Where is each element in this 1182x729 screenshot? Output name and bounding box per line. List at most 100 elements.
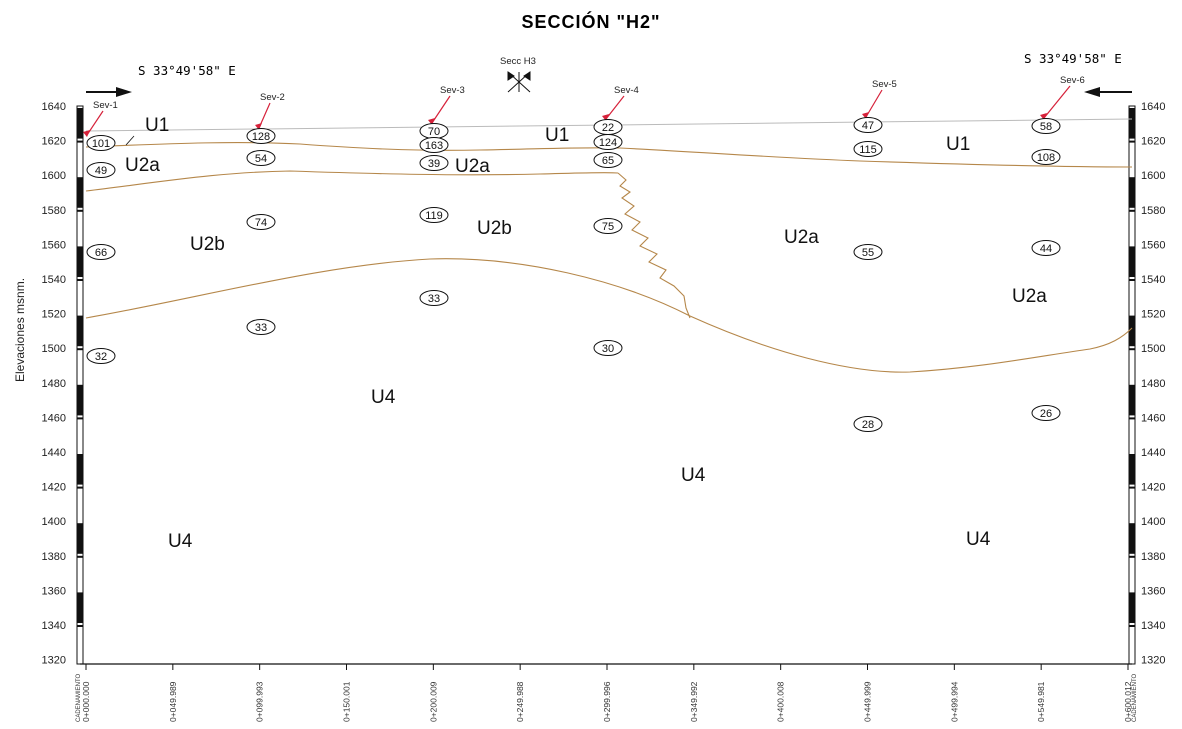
resistivity-ellipse (246, 150, 276, 166)
scale-bar-segment (77, 177, 83, 208)
scale-bar-segment (77, 108, 83, 139)
sounding-name: Sev-5 (872, 79, 897, 90)
resistivity-ellipse (86, 244, 116, 260)
cross-section-label: Secc H3 (500, 56, 536, 67)
resistivity-value: 30 (602, 343, 614, 355)
boundary-u1-u2a (85, 142, 1133, 168)
station-axis: 0+000.000 0+049.989 0+099.993 0+150.001 0+20… (76, 664, 1138, 722)
resistivity-ellipse (419, 137, 449, 153)
y-tick-label: 1580 (42, 205, 66, 217)
scale-bar-segment (1129, 625, 1135, 627)
resistivity-value: 66 (95, 247, 107, 259)
resistivity-value: 115 (859, 144, 877, 156)
sounding-arrow (431, 95, 451, 124)
scale-bar-segment (1129, 384, 1135, 416)
resistivity-value: 33 (255, 322, 267, 334)
sounding-arrowhead (862, 112, 869, 119)
y-tick-label: 1640 (1141, 101, 1165, 113)
resistivity-ellipse (853, 141, 883, 157)
unit-labels: U1 U1 U1 U2a U2a U2a U2a U2b U2b U4 U4 U… (125, 115, 1047, 552)
sounding-arrowhead (602, 114, 609, 121)
bearing-right: S 33°49'58" E (1024, 51, 1122, 66)
station-label: 0+449.999 (863, 681, 873, 722)
resistivity-value: 39 (428, 158, 440, 170)
scale-bar-segment (77, 454, 83, 485)
resistivity-ellipse (86, 162, 116, 178)
y-tick-label: 1360 (42, 585, 66, 597)
scale-bar-segment (77, 348, 83, 351)
unit-label: U4 (966, 529, 991, 550)
scale-bar-segment (77, 315, 83, 347)
station-label: 0+000.000 (81, 681, 91, 722)
y-tick-label: 1620 (1141, 136, 1165, 148)
boundary-u2-u4 (85, 258, 1133, 373)
scale-bar-segment (1129, 454, 1135, 485)
station-label: 0+400.008 (776, 681, 786, 722)
resistivity-value: 55 (862, 247, 874, 259)
y-tick-label: 1460 (1141, 412, 1165, 424)
direction-arrow-right (1084, 87, 1132, 97)
y-tick-label: 1400 (1141, 516, 1165, 528)
unit-label: U1 (545, 125, 569, 146)
resistivity-value: 119 (425, 210, 443, 222)
sounding-arrowhead (428, 118, 435, 125)
station-label: 0+049.989 (168, 681, 178, 722)
cross-section-marker-icon (507, 71, 531, 93)
sounding-name: Sev-3 (440, 85, 465, 96)
y-tick-label: 1380 (1141, 551, 1165, 563)
boundary-u2a-u2b (85, 170, 619, 192)
y-tick-label: 1360 (1141, 585, 1165, 597)
geologic-boundaries (85, 142, 1133, 373)
station-label: 0+150.001 (342, 681, 352, 722)
resistivity-ellipse (246, 214, 276, 230)
unit-label: U2a (125, 155, 160, 176)
scale-bar-segment (77, 279, 83, 281)
sounding-arrowhead (1040, 113, 1047, 120)
scale-bar-segment (77, 592, 83, 623)
resistivity-value: 74 (255, 217, 267, 229)
resistivity-value: 49 (95, 165, 107, 177)
resistivity-value: 75 (602, 221, 614, 233)
station-label: 0+549.981 (1036, 681, 1046, 722)
resistivity-value: 163 (425, 140, 443, 152)
scale-bar-segment (77, 523, 83, 554)
y-tick-label: 1520 (1141, 309, 1165, 321)
scale-bar-segment (1129, 523, 1135, 554)
scale-bar-segment (1129, 108, 1135, 139)
resistivity-value: 32 (95, 351, 107, 363)
y-tick-label: 1420 (1141, 482, 1165, 494)
resistivity-value: 54 (255, 153, 267, 165)
sounding-arrow (605, 95, 625, 120)
resistivity-value: 33 (428, 293, 440, 305)
scale-bar-segment (77, 140, 83, 143)
resistivity-ellipse (853, 244, 883, 260)
sounding-5: Sev-5 47 115 55 28 (853, 79, 897, 432)
y-axis-label: Elevaciones msnm. (13, 278, 27, 382)
sounding-arrow (1043, 85, 1071, 119)
resistivity-value: 47 (862, 120, 874, 132)
sounding-name: Sev-2 (260, 92, 285, 103)
resistivity-ellipse (593, 152, 623, 168)
sounding-arrow (86, 110, 104, 136)
y-tick-label: 1340 (1141, 620, 1165, 632)
sounding-4: Sev-4 22 124 65 75 30 (593, 85, 639, 356)
resistivity-value: 124 (599, 137, 617, 149)
resistivity-ellipse (1031, 118, 1061, 134)
resistivity-value: 65 (602, 155, 614, 167)
resistivity-ellipse (419, 290, 449, 306)
unit-label: U1 (946, 134, 970, 155)
station-label: 0+249.988 (515, 681, 525, 722)
sounding-arrowhead (83, 130, 90, 137)
y-tick-label: 1480 (42, 378, 66, 390)
y-tick-label: 1560 (1141, 239, 1165, 251)
unit-label: U2b (477, 218, 512, 239)
scale-bar-segment (77, 384, 83, 416)
sounding-name: Sev-6 (1060, 75, 1085, 86)
resistivity-ellipse (86, 348, 116, 364)
sounding-6: Sev-6 58 108 44 26 (1031, 75, 1085, 421)
sounding-arrowhead (255, 123, 262, 130)
resistivity-ellipse (853, 416, 883, 432)
y-tick-label: 1380 (42, 551, 66, 563)
scale-bar-segment (1129, 279, 1135, 281)
left-elevation-scale-bar (76, 105, 84, 665)
